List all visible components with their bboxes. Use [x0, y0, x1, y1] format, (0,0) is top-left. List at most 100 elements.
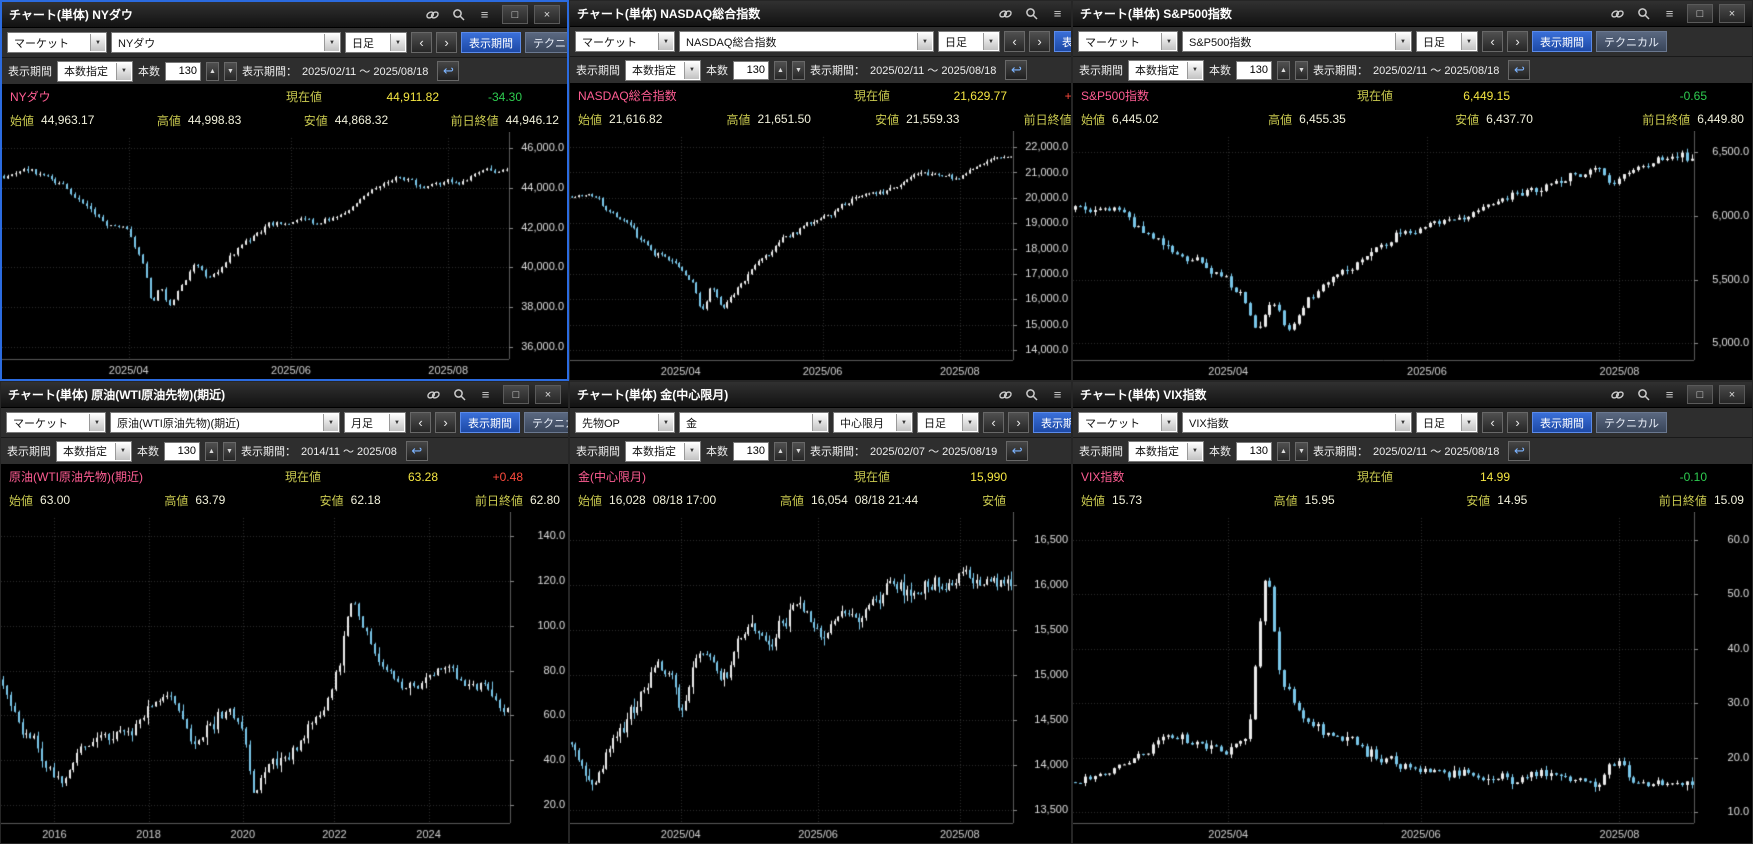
maximize-button[interactable]: □: [1687, 385, 1713, 404]
symbol-select[interactable]: NASDAQ総合指数 ▼: [679, 31, 934, 52]
product-select[interactable]: 先物OP ▼: [575, 412, 675, 433]
close-button[interactable]: ×: [534, 5, 560, 24]
candlestick-canvas[interactable]: [570, 512, 1071, 843]
symbol-select[interactable]: NYダウ ▼: [111, 32, 341, 53]
technical-button[interactable]: テクニカル: [1596, 412, 1667, 433]
prev-period-button[interactable]: ‹: [410, 412, 431, 433]
search-icon[interactable]: [448, 385, 471, 405]
maximize-button[interactable]: □: [1687, 4, 1713, 23]
prev-period-button[interactable]: ‹: [983, 412, 1004, 433]
count-up-button[interactable]: ▲: [1277, 60, 1290, 80]
dropdown-arrow-icon[interactable]: ▼: [323, 414, 338, 431]
menu-icon[interactable]: ≡: [1053, 387, 1062, 402]
close-button[interactable]: ×: [535, 385, 561, 404]
window-titlebar[interactable]: チャート(単体) NASDAQ総合指数 ≡ □ ×: [570, 1, 1071, 27]
dropdown-arrow-icon[interactable]: ▼: [1187, 61, 1202, 79]
next-period-button[interactable]: ›: [1029, 31, 1050, 52]
reset-icon[interactable]: ↩: [405, 441, 428, 461]
next-period-button[interactable]: ›: [1507, 31, 1528, 52]
contract-select[interactable]: 中心限月 ▼: [833, 412, 913, 433]
reset-icon[interactable]: ↩: [1508, 441, 1531, 461]
link-icon[interactable]: [421, 5, 444, 25]
count-down-button[interactable]: ▼: [1295, 441, 1308, 461]
timeframe-select[interactable]: 月足 ▼: [344, 412, 406, 433]
next-period-button[interactable]: ›: [1008, 412, 1029, 433]
market-select[interactable]: マーケット ▼: [6, 412, 106, 433]
dropdown-arrow-icon[interactable]: ▼: [1187, 442, 1202, 460]
technical-button[interactable]: テクニカル: [1596, 31, 1667, 52]
close-button[interactable]: ×: [1719, 385, 1745, 404]
count-up-button[interactable]: ▲: [1277, 441, 1290, 461]
dropdown-arrow-icon[interactable]: ▼: [658, 33, 673, 50]
menu-icon[interactable]: ≡: [481, 387, 490, 402]
technical-button[interactable]: テクニカル: [525, 32, 567, 53]
symbol-select[interactable]: 原油(WTI原油先物)(期近) ▼: [110, 412, 340, 433]
candlestick-canvas[interactable]: [2, 132, 567, 379]
menu-icon[interactable]: ≡: [480, 7, 489, 22]
market-select[interactable]: マーケット ▼: [575, 31, 675, 52]
candlestick-chart-area[interactable]: [2, 132, 567, 379]
dropdown-arrow-icon[interactable]: ▼: [1461, 414, 1476, 431]
search-icon[interactable]: [1632, 385, 1655, 405]
dropdown-arrow-icon[interactable]: ▼: [324, 34, 339, 51]
search-icon[interactable]: [1632, 4, 1655, 24]
candlestick-chart-area[interactable]: [570, 512, 1071, 843]
count-input[interactable]: [733, 441, 769, 461]
count-mode-select[interactable]: 本数指定 ▼: [1128, 59, 1204, 81]
search-icon[interactable]: [447, 5, 470, 25]
dropdown-arrow-icon[interactable]: ▼: [684, 61, 699, 79]
display-period-button[interactable]: 表示期間: [1033, 412, 1071, 433]
menu-icon[interactable]: ≡: [1665, 6, 1674, 21]
candlestick-chart-area[interactable]: [1073, 512, 1752, 843]
dropdown-arrow-icon[interactable]: ▼: [896, 414, 911, 431]
window-titlebar[interactable]: チャート(単体) 金(中心限月) ≡ □ ×: [570, 382, 1071, 408]
next-period-button[interactable]: ›: [1507, 412, 1528, 433]
window-titlebar[interactable]: チャート(単体) S&P500指数 ≡ □ ×: [1073, 1, 1752, 27]
candlestick-chart-area[interactable]: [1073, 131, 1752, 380]
display-period-button[interactable]: 表示期間: [461, 32, 521, 53]
display-period-button[interactable]: 表示期間: [1532, 412, 1592, 433]
dropdown-arrow-icon[interactable]: ▼: [983, 33, 998, 50]
candlestick-chart-area[interactable]: [1, 512, 568, 843]
link-icon[interactable]: [994, 385, 1017, 405]
dropdown-arrow-icon[interactable]: ▼: [684, 442, 699, 460]
dropdown-arrow-icon[interactable]: ▼: [89, 414, 104, 431]
link-icon[interactable]: [1606, 4, 1629, 24]
prev-period-button[interactable]: ‹: [1482, 31, 1503, 52]
count-input[interactable]: [165, 61, 201, 81]
candlestick-canvas[interactable]: [1073, 131, 1752, 380]
search-icon[interactable]: [1020, 385, 1043, 405]
reset-icon[interactable]: ↩: [437, 61, 460, 81]
count-input[interactable]: [733, 60, 769, 80]
market-select[interactable]: マーケット ▼: [1078, 412, 1178, 433]
technical-button[interactable]: テクニカル: [524, 412, 568, 433]
count-mode-select[interactable]: 本数指定 ▼: [625, 59, 701, 81]
close-button[interactable]: ×: [1719, 4, 1745, 23]
display-period-button[interactable]: 表示期間: [1054, 31, 1071, 52]
menu-icon[interactable]: ≡: [1665, 387, 1674, 402]
timeframe-select[interactable]: 日足 ▼: [938, 31, 1000, 52]
timeframe-select[interactable]: 日足 ▼: [1416, 31, 1478, 52]
count-up-button[interactable]: ▲: [205, 441, 218, 461]
dropdown-arrow-icon[interactable]: ▼: [1395, 33, 1410, 50]
prev-period-button[interactable]: ‹: [1004, 31, 1025, 52]
count-mode-select[interactable]: 本数指定 ▼: [1128, 440, 1204, 462]
candlestick-canvas[interactable]: [570, 131, 1071, 380]
dropdown-arrow-icon[interactable]: ▼: [90, 34, 105, 51]
count-mode-select[interactable]: 本数指定 ▼: [625, 440, 701, 462]
display-period-button[interactable]: 表示期間: [1532, 31, 1592, 52]
reset-icon[interactable]: ↩: [1005, 60, 1028, 80]
window-titlebar[interactable]: チャート(単体) 原油(WTI原油先物)(期近) ≡ □ ×: [1, 382, 568, 408]
count-input[interactable]: [1236, 60, 1272, 80]
dropdown-arrow-icon[interactable]: ▼: [390, 34, 405, 51]
market-select[interactable]: マーケット ▼: [1078, 31, 1178, 52]
symbol-select[interactable]: VIX指数 ▼: [1182, 412, 1412, 433]
symbol-select[interactable]: S&P500指数 ▼: [1182, 31, 1412, 52]
dropdown-arrow-icon[interactable]: ▼: [1461, 33, 1476, 50]
count-input[interactable]: [164, 441, 200, 461]
candlestick-chart-area[interactable]: [570, 131, 1071, 380]
candlestick-canvas[interactable]: [1, 512, 568, 843]
link-icon[interactable]: [422, 385, 445, 405]
dropdown-arrow-icon[interactable]: ▼: [962, 414, 977, 431]
dropdown-arrow-icon[interactable]: ▼: [115, 442, 130, 460]
